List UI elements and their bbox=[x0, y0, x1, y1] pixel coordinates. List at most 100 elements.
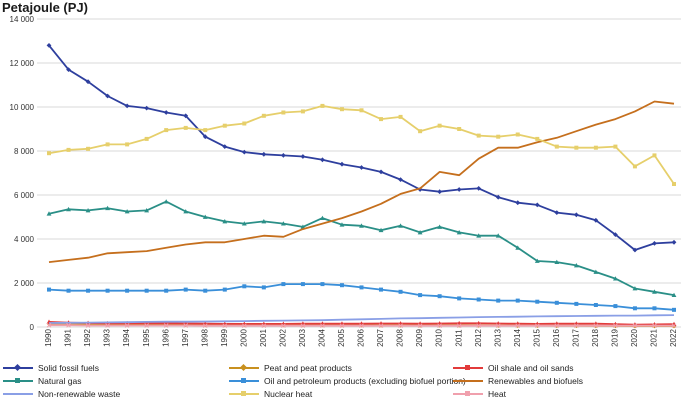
data-point-oil-and-petroleum-products-excluding-biofuel-portion bbox=[261, 285, 266, 290]
x-tick-label: 2001 bbox=[259, 329, 268, 347]
data-point-heat bbox=[261, 323, 267, 329]
data-point-oil-and-petroleum-products-excluding-biofuel-portion bbox=[125, 288, 130, 293]
legend-marker bbox=[465, 365, 470, 370]
x-tick-label: 1992 bbox=[83, 329, 92, 347]
data-point-natural-gas bbox=[437, 224, 443, 229]
data-point-natural-gas bbox=[124, 209, 130, 214]
legend-swatch bbox=[3, 377, 33, 385]
data-point-nuclear-heat bbox=[652, 153, 657, 158]
data-point-solid-fossil-fuels bbox=[398, 177, 403, 182]
data-point-natural-gas bbox=[241, 221, 247, 226]
legend-marker bbox=[465, 391, 470, 396]
data-point-solid-fossil-fuels bbox=[515, 200, 521, 206]
data-point-natural-gas bbox=[144, 208, 150, 213]
x-tick-label: 1996 bbox=[161, 329, 170, 347]
legend-marker bbox=[13, 363, 22, 372]
data-point-solid-fossil-fuels bbox=[85, 79, 91, 85]
legend-swatch bbox=[229, 390, 259, 398]
data-point-natural-gas bbox=[378, 227, 384, 233]
data-point-solid-fossil-fuels bbox=[46, 43, 52, 48]
data-point-nuclear-heat bbox=[554, 144, 559, 149]
data-point-oil-and-petroleum-products-excluding-biofuel-portion bbox=[164, 288, 169, 293]
y-tick-label: 12 000 bbox=[10, 59, 35, 68]
legend-item: Natural gas bbox=[3, 376, 81, 386]
data-point-nuclear-heat bbox=[320, 103, 325, 108]
data-point-natural-gas bbox=[613, 276, 618, 281]
data-point-nuclear-heat bbox=[457, 127, 462, 131]
legend-marker bbox=[239, 363, 248, 372]
data-point-oil-and-petroleum-products-excluding-biofuel-portion bbox=[535, 299, 540, 304]
data-point-solid-fossil-fuels bbox=[554, 210, 560, 215]
legend-item: Solid fossil fuels bbox=[3, 363, 99, 373]
data-point-solid-fossil-fuels bbox=[495, 194, 501, 200]
x-tick-label: 2018 bbox=[591, 329, 600, 347]
legend-label: Solid fossil fuels bbox=[38, 363, 99, 373]
legend-swatch bbox=[453, 364, 483, 372]
x-tick-label: 2019 bbox=[611, 329, 620, 347]
data-point-nuclear-heat bbox=[379, 117, 384, 122]
data-point-natural-gas bbox=[183, 209, 189, 214]
data-point-oil-and-petroleum-products-excluding-biofuel-portion bbox=[183, 287, 188, 292]
x-tick-label: 2004 bbox=[318, 329, 327, 347]
legend-swatch bbox=[453, 377, 483, 385]
data-point-solid-fossil-fuels bbox=[105, 93, 110, 99]
x-tick-label: 1995 bbox=[142, 329, 151, 347]
data-point-oil-and-petroleum-products-excluding-biofuel-portion bbox=[672, 307, 676, 312]
data-point-oil-and-petroleum-products-excluding-biofuel-portion bbox=[300, 282, 305, 287]
legend-item: Renewables and biofuels bbox=[453, 376, 583, 386]
data-point-heat bbox=[378, 323, 384, 329]
data-point-oil-and-petroleum-products-excluding-biofuel-portion bbox=[66, 288, 71, 293]
data-point-heat bbox=[144, 323, 150, 328]
data-point-heat bbox=[339, 323, 345, 329]
data-point-solid-fossil-fuels bbox=[476, 186, 482, 191]
data-point-nuclear-heat bbox=[672, 182, 676, 186]
data-point-heat bbox=[222, 323, 228, 329]
data-point-oil-and-petroleum-products-excluding-biofuel-portion bbox=[593, 303, 598, 307]
data-point-oil-and-petroleum-products-excluding-biofuel-portion bbox=[203, 288, 208, 293]
data-point-heat bbox=[495, 323, 501, 329]
data-point-natural-gas bbox=[534, 258, 540, 263]
data-point-natural-gas bbox=[300, 224, 306, 229]
data-point-heat bbox=[241, 323, 247, 329]
x-tick-label: 2014 bbox=[513, 329, 522, 347]
x-tick-label: 2010 bbox=[435, 329, 444, 347]
legend-swatch bbox=[229, 377, 259, 385]
data-point-natural-gas bbox=[398, 223, 403, 228]
y-tick-label: 2 000 bbox=[14, 279, 35, 288]
legend-label: Peat and peat products bbox=[264, 363, 352, 373]
data-point-heat bbox=[573, 323, 579, 329]
legend-label: Nuclear heat bbox=[264, 389, 313, 399]
legend-item: Nuclear heat bbox=[229, 389, 312, 399]
data-point-heat bbox=[632, 323, 638, 329]
x-tick-label: 1990 bbox=[44, 329, 53, 347]
series-line-non-renewable-waste bbox=[48, 314, 675, 324]
data-point-oil-and-petroleum-products-excluding-biofuel-portion bbox=[574, 301, 579, 306]
data-point-nuclear-heat bbox=[144, 136, 149, 141]
data-point-heat bbox=[124, 323, 130, 328]
x-tick-label: 2009 bbox=[415, 329, 424, 347]
data-point-solid-fossil-fuels bbox=[202, 134, 208, 140]
y-tick-label: 8 000 bbox=[14, 147, 35, 156]
data-point-nuclear-heat bbox=[535, 136, 540, 141]
data-point-heat bbox=[66, 322, 71, 328]
data-point-nuclear-heat bbox=[515, 132, 520, 137]
data-point-solid-fossil-fuels bbox=[339, 161, 345, 167]
x-tick-label: 1991 bbox=[64, 329, 73, 347]
data-point-solid-fossil-fuels bbox=[632, 247, 638, 253]
chart-unit-title: Petajoule (PJ) bbox=[2, 0, 88, 15]
data-point-oil-and-petroleum-products-excluding-biofuel-portion bbox=[652, 306, 657, 311]
data-point-nuclear-heat bbox=[66, 147, 71, 152]
data-point-solid-fossil-fuels bbox=[593, 217, 599, 223]
data-point-natural-gas bbox=[632, 286, 638, 291]
series-line-renewables-and-biofuels bbox=[48, 100, 675, 263]
data-point-heat bbox=[281, 323, 286, 329]
data-point-heat bbox=[652, 323, 657, 329]
x-tick-label: 2000 bbox=[239, 329, 248, 347]
data-point-nuclear-heat bbox=[613, 144, 618, 149]
data-point-natural-gas bbox=[280, 221, 286, 226]
x-tick-label: 2007 bbox=[376, 329, 385, 347]
data-point-solid-fossil-fuels bbox=[66, 67, 71, 72]
legend-swatch bbox=[453, 390, 483, 398]
data-point-heat bbox=[437, 323, 442, 329]
x-tick-label: 2016 bbox=[552, 329, 561, 347]
